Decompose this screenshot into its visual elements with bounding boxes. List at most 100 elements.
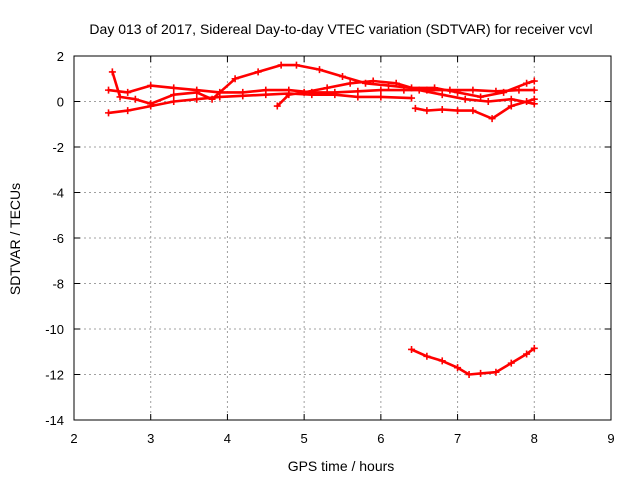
- data-point: [523, 79, 531, 87]
- y-tick-label: -4: [52, 186, 64, 201]
- data-point: [431, 84, 439, 92]
- data-point: [285, 91, 293, 99]
- y-tick-label: 0: [57, 95, 64, 110]
- data-point: [488, 115, 496, 123]
- data-point: [273, 102, 281, 110]
- data-point: [254, 68, 262, 76]
- data-point: [346, 79, 354, 87]
- data-point: [530, 344, 538, 352]
- data-point: [454, 364, 462, 372]
- x-tick-label: 6: [377, 431, 384, 446]
- series-line: [414, 97, 536, 120]
- data-point: [377, 93, 385, 101]
- data-point: [208, 95, 216, 103]
- data-point: [530, 77, 538, 85]
- x-tick-label: 4: [224, 431, 231, 446]
- data-point: [477, 369, 485, 377]
- data-point: [116, 93, 124, 101]
- x-tick-label: 3: [147, 431, 154, 446]
- data-point: [369, 77, 377, 85]
- x-tick-label: 9: [607, 431, 614, 446]
- data-point: [530, 95, 538, 103]
- x-tick-label: 2: [70, 431, 77, 446]
- data-point: [438, 91, 446, 99]
- series-line: [107, 92, 413, 115]
- ticks: 2 3 4 5 6 7 8 9 -14 -12 -10 -8 -6 -4 -2 0 2: [45, 49, 614, 446]
- y-axis-label: SDTVAR / TECUs: [7, 183, 23, 295]
- data-point: [170, 98, 178, 105]
- data-point: [354, 93, 362, 101]
- data-point: [124, 107, 132, 115]
- data-point: [507, 359, 515, 367]
- series-5: [411, 95, 538, 123]
- data-point: [469, 107, 477, 115]
- data-point: [423, 352, 431, 360]
- series-group: [105, 61, 538, 378]
- data-point: [277, 61, 285, 69]
- data-point: [239, 92, 247, 100]
- data-point: [392, 79, 400, 87]
- data-point: [131, 95, 139, 103]
- y-tick-label: -8: [52, 277, 64, 292]
- data-point: [108, 68, 116, 76]
- x-tick-label: 7: [454, 431, 461, 446]
- series-line: [410, 347, 536, 376]
- data-point: [492, 368, 500, 376]
- data-point: [454, 88, 462, 96]
- data-point: [465, 371, 473, 378]
- x-tick-label: 5: [301, 431, 308, 446]
- data-point: [469, 86, 477, 94]
- y-tick-label: -12: [45, 368, 64, 383]
- y-tick-label: 2: [57, 49, 64, 64]
- data-point: [292, 61, 300, 69]
- data-point: [515, 86, 523, 94]
- data-point: [323, 84, 331, 92]
- data-point: [262, 91, 270, 99]
- data-point: [423, 107, 431, 115]
- x-axis-label: GPS time / hours: [288, 458, 395, 474]
- data-point: [438, 357, 446, 365]
- data-point: [216, 93, 224, 101]
- series-6: [408, 344, 538, 378]
- data-point: [411, 104, 419, 112]
- data-point: [147, 100, 155, 108]
- series-4: [273, 77, 538, 110]
- data-point: [484, 98, 492, 105]
- data-point: [377, 86, 385, 94]
- series-3: [108, 61, 538, 108]
- data-point: [170, 91, 178, 99]
- grid: [74, 56, 611, 420]
- data-point: [523, 98, 531, 105]
- data-point: [315, 66, 323, 74]
- data-point: [331, 91, 339, 99]
- data-point: [507, 102, 515, 110]
- y-tick-label: -14: [45, 413, 64, 428]
- data-point: [507, 95, 515, 103]
- data-point: [408, 345, 416, 353]
- data-point: [193, 95, 201, 103]
- data-point: [523, 350, 531, 358]
- data-point: [408, 94, 416, 102]
- x-tick-label: 8: [531, 431, 538, 446]
- data-point: [530, 86, 538, 94]
- data-point: [438, 105, 446, 113]
- data-point: [477, 93, 485, 101]
- data-point: [461, 95, 469, 103]
- data-point: [231, 75, 239, 83]
- data-point: [308, 91, 316, 99]
- y-tick-label: -2: [52, 140, 64, 155]
- y-tick-label: -10: [45, 322, 64, 337]
- data-point: [454, 107, 462, 115]
- data-point: [124, 88, 132, 96]
- data-point: [147, 82, 155, 90]
- data-point: [105, 109, 113, 117]
- data-point: [300, 88, 308, 96]
- y-tick-label: -6: [52, 231, 64, 246]
- data-point: [193, 88, 201, 96]
- data-point: [105, 86, 113, 94]
- series-line: [111, 63, 536, 106]
- data-point: [339, 72, 346, 80]
- data-point: [415, 86, 423, 94]
- data-point: [170, 84, 178, 92]
